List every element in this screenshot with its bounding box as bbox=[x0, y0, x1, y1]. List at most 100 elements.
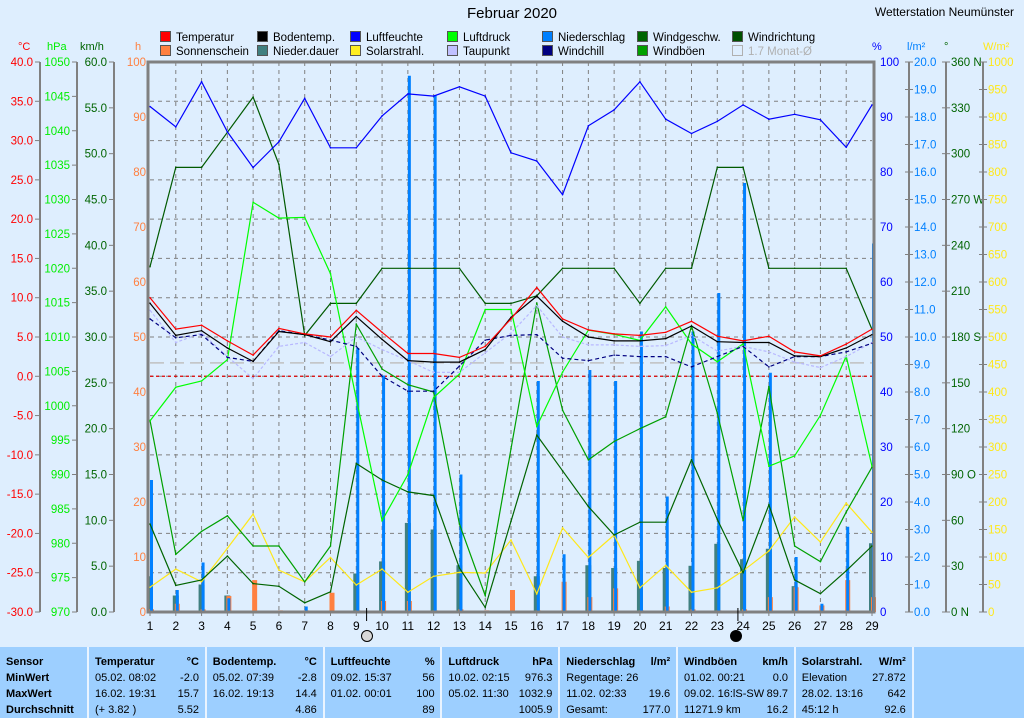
x-axis-tick-label: 23 bbox=[711, 619, 725, 633]
data-point-solarstrahl bbox=[149, 586, 151, 589]
axis-tick-label-hours: 10 bbox=[133, 552, 146, 564]
bar-niederschlag bbox=[175, 590, 179, 612]
axis-tick-label-press: 1050 bbox=[44, 57, 70, 69]
axis-unit-hum: % bbox=[872, 41, 882, 53]
axis-unit-temp: °C bbox=[18, 41, 30, 53]
table-cell: 05.02. 11:30 1032.9 bbox=[448, 686, 552, 702]
data-point-bodentemp bbox=[252, 360, 254, 363]
x-axis-tick-label: 1 bbox=[147, 619, 154, 633]
axis-tick-label-rain: 7.0 bbox=[914, 415, 930, 427]
data-point-windrichtung bbox=[329, 302, 332, 305]
legend-swatch bbox=[160, 31, 171, 42]
legend-label: 1.7 Monat-Ø bbox=[748, 46, 812, 58]
data-point-windgeschw bbox=[329, 591, 332, 593]
data-point-taupunkt bbox=[252, 377, 254, 380]
data-point-solarstrahl bbox=[381, 568, 383, 570]
data-point-bodentemp bbox=[742, 341, 744, 344]
data-point-taupunkt bbox=[381, 348, 383, 351]
data-point-luftfeuchte bbox=[871, 104, 873, 106]
data-point-solarstrahl bbox=[793, 516, 796, 518]
column-header: Luftdruck hPa bbox=[448, 654, 552, 670]
data-point-taupunkt bbox=[278, 345, 280, 348]
data-point-windben bbox=[252, 545, 254, 547]
cell-info: Gesamt: bbox=[566, 704, 608, 716]
data-point-windgeschw bbox=[458, 567, 461, 569]
data-point-luftfeuchte bbox=[381, 115, 383, 117]
column-header: Luftfeuchte% bbox=[331, 654, 435, 670]
data-point-luftfeuchte bbox=[561, 193, 564, 196]
table-cell: 01.02. 00:21 0.0 bbox=[684, 670, 788, 686]
axis-tick-label-solar: 950 bbox=[988, 85, 1007, 97]
axis-tick-label-solar: 150 bbox=[988, 525, 1007, 537]
data-point-temperatur bbox=[329, 336, 332, 338]
axis-tick-label-wind: 25.0 bbox=[85, 378, 107, 390]
x-axis-tick-label: 17 bbox=[556, 619, 570, 633]
data-point-windgeschw bbox=[510, 520, 512, 523]
legend-item-17monat[interactable]: 1.7 Monat-Ø bbox=[732, 45, 812, 59]
axis-tick-label-press: 1035 bbox=[44, 160, 70, 172]
data-point-windrichtung bbox=[381, 267, 383, 270]
data-point-luftdruck bbox=[690, 343, 693, 345]
axis-tick-label-wind: 45.0 bbox=[85, 195, 107, 207]
axis-tick-label-rain: 9.0 bbox=[914, 360, 930, 372]
column-label: Bodentemp. bbox=[212, 656, 277, 668]
data-point-windrichtung bbox=[510, 302, 512, 305]
data-point-luftdruck bbox=[664, 305, 667, 308]
axis-tick-label-wind: 5.0 bbox=[91, 561, 107, 573]
data-point-windchill bbox=[149, 318, 151, 320]
data-point-windgeschw bbox=[561, 470, 564, 472]
data-point-windgeschw bbox=[355, 462, 358, 465]
legend-item-taupunkt: Taupunkt bbox=[447, 45, 510, 59]
axis-tick-label-temp: -30.0 bbox=[7, 607, 33, 619]
axis-tick-label-dir: 150 bbox=[951, 378, 970, 390]
axis-tick-label-rain: 16.0 bbox=[914, 167, 936, 179]
axis-tick-label-rain: 12.0 bbox=[914, 277, 936, 289]
axis-tick-label-rain: 10.0 bbox=[914, 332, 936, 344]
axis-tick-label-hours: 30 bbox=[133, 442, 146, 454]
axis-tick-label-press: 970 bbox=[51, 607, 70, 619]
legend-label: Temperatur bbox=[176, 32, 235, 44]
axis-tick-label-hum: 80 bbox=[880, 167, 893, 179]
chart-title: Februar 2020 bbox=[466, 5, 558, 22]
data-point-windrichtung bbox=[407, 267, 409, 270]
axis-tick-label-wind: 55.0 bbox=[85, 103, 107, 115]
cell-value: 642 bbox=[887, 688, 906, 700]
data-point-windchill bbox=[510, 334, 512, 337]
table-cell: 11.02. 02:33 19.6 bbox=[566, 686, 670, 702]
axis-tick-label-rain: 18.0 bbox=[914, 112, 936, 124]
data-point-bodentemp bbox=[149, 302, 151, 305]
cell-value: 976.3 bbox=[524, 672, 553, 684]
data-point-windchill bbox=[639, 355, 641, 358]
table-column-luftfeuchte: Luftfeuchte% 09.02. 15:37 56 01.02. 00:01 10… bbox=[322, 647, 441, 718]
data-point-temperatur bbox=[149, 296, 151, 299]
data-point-taupunkt bbox=[484, 351, 487, 354]
table-column-solarstrahl: Solarstrahl. W/m² Elevation 27.872 28.02. 13… bbox=[793, 647, 912, 718]
bar-niederschlag bbox=[717, 293, 721, 612]
data-point-solarstrahl bbox=[432, 575, 435, 578]
data-point-luftdruck bbox=[355, 398, 358, 400]
axis-tick-label-dir: 210 bbox=[951, 286, 970, 298]
data-point-luftfeuchte bbox=[716, 120, 719, 123]
data-point-taupunkt bbox=[329, 355, 332, 358]
data-point-bodentemp bbox=[690, 325, 693, 327]
bar-niederschlag bbox=[614, 381, 618, 612]
x-axis-tick-label: 15 bbox=[504, 619, 518, 633]
data-point-luftfeuchte bbox=[768, 118, 770, 120]
data-point-luftfeuchte bbox=[510, 151, 512, 154]
axis-tick-label-press: 1015 bbox=[44, 298, 70, 310]
axis-tick-label-solar: 1000 bbox=[988, 57, 1014, 69]
data-point-windchill bbox=[587, 359, 590, 362]
axis-tick-label-rain: 19.0 bbox=[914, 85, 936, 97]
data-point-windben bbox=[716, 412, 719, 414]
data-point-windgeschw bbox=[871, 545, 873, 547]
axis-tick-label-solar: 850 bbox=[988, 140, 1007, 152]
axis-tick-label-wind: 20.0 bbox=[85, 424, 107, 436]
data-point-windgeschw bbox=[149, 523, 151, 525]
axis-tick-label-hours: 70 bbox=[133, 222, 146, 234]
data-point-windchill bbox=[768, 366, 770, 368]
data-point-temperatur bbox=[664, 331, 667, 334]
data-point-solarstrahl bbox=[252, 513, 254, 515]
axis-tick-label-solar: 600 bbox=[988, 277, 1007, 289]
data-point-windben bbox=[613, 440, 615, 443]
axis-tick-label-hours: 0 bbox=[140, 607, 146, 619]
